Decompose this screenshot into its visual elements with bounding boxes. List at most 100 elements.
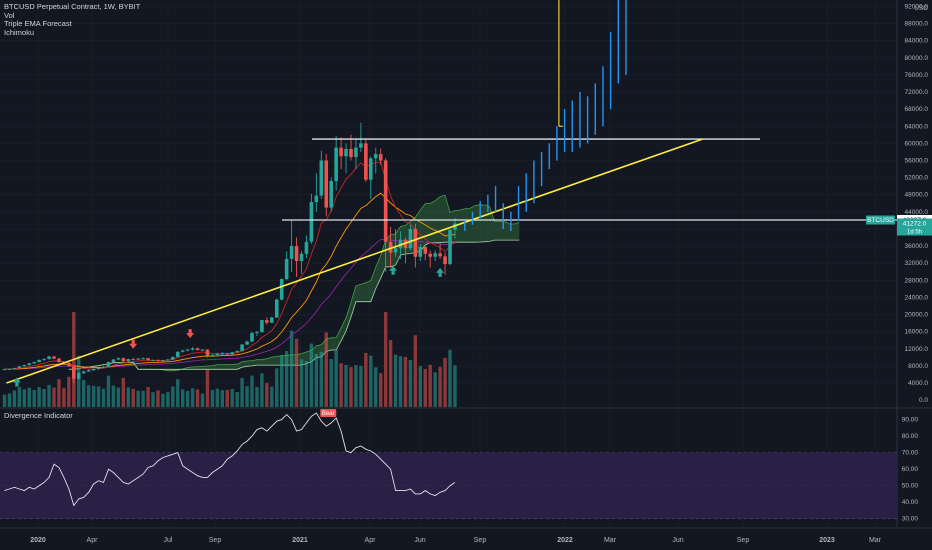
candle-body	[433, 253, 437, 257]
volume-bar	[359, 365, 363, 407]
cloud-segment	[227, 364, 233, 370]
divergence-indicator-label[interactable]: Divergence Indicator	[4, 411, 73, 420]
volume-bar	[284, 351, 289, 407]
candle-body	[354, 147, 358, 158]
candle-body	[22, 365, 27, 367]
cloud-segment	[489, 206, 495, 242]
volume-bar	[304, 361, 309, 407]
candle-body	[37, 359, 41, 363]
candle-body	[47, 356, 51, 360]
legend-vol[interactable]: Vol	[4, 10, 15, 20]
price-tick-label: 52000.0	[905, 175, 929, 182]
cloud-segment	[464, 208, 470, 243]
candle-body	[215, 353, 220, 355]
volume-bar	[126, 387, 130, 407]
divergence-indicator-pane[interactable]: Bear	[0, 409, 897, 520]
candle-body	[359, 143, 363, 148]
candle-body	[72, 366, 76, 379]
price-tick-label: 56000.0	[905, 157, 929, 164]
candle-body	[418, 246, 423, 257]
time-tick-label: Apr	[87, 537, 99, 544]
divergence-tick-label: 80.00	[902, 433, 919, 440]
volume-bar	[181, 389, 185, 407]
candle-body	[205, 349, 210, 357]
volume-bar	[52, 387, 56, 407]
volume-bars	[2, 312, 457, 407]
volume-bar	[240, 378, 244, 407]
volume-bar	[96, 386, 101, 407]
candle-body	[319, 160, 324, 196]
candle-body	[260, 320, 264, 333]
candle-body	[299, 253, 304, 262]
cloud-segment	[355, 284, 361, 302]
volume-bar	[294, 338, 299, 407]
price-tick-label: 16000.0	[905, 329, 929, 336]
volume-bar	[161, 393, 165, 407]
candle-body	[378, 154, 383, 161]
volume-bar	[77, 355, 81, 407]
volume-bar	[324, 332, 328, 407]
candle-body	[111, 359, 116, 363]
time-tick-label: 2020	[30, 537, 46, 544]
legend-title[interactable]: BTCUSD Perpetual Contract, 1W, BYBIT	[4, 2, 141, 11]
candle-body	[438, 253, 442, 257]
candle-body	[136, 358, 140, 360]
candle-body	[230, 352, 234, 355]
candles[interactable]	[2, 122, 457, 384]
cloud-segment	[232, 364, 238, 370]
volume-bar	[433, 372, 437, 407]
volume-bar	[235, 392, 239, 407]
candle-body	[190, 348, 195, 350]
rsi-line	[4, 412, 456, 507]
cloud-segment	[222, 364, 228, 370]
price-tick-label: 76000.0	[905, 72, 929, 79]
cloud-segment	[430, 200, 436, 243]
forecast-bars	[464, 0, 627, 232]
volume-bar	[388, 339, 393, 407]
candle-body	[106, 362, 111, 367]
candle-body	[210, 354, 215, 357]
volume-bar	[403, 356, 408, 407]
volume-bar	[344, 364, 348, 407]
legend-triple-ema[interactable]: Triple EMA Forecast	[4, 19, 72, 28]
candle-body	[12, 368, 17, 370]
volume-bar	[413, 335, 418, 407]
cloud-segment	[252, 359, 257, 366]
volume-bar	[418, 366, 422, 407]
cloud-segment	[336, 327, 342, 350]
volume-bar	[364, 352, 368, 407]
volume-bar	[280, 355, 284, 407]
horizontal-levels[interactable]	[6, 138, 897, 384]
price-tick-label: 88000.0	[905, 21, 929, 28]
time-tick-label: Mar	[869, 537, 882, 544]
ema-long	[4, 239, 455, 370]
candle-body	[42, 359, 46, 361]
volume-bar	[121, 377, 125, 407]
last-price-label: 41272.0	[903, 221, 927, 228]
cloud-segment	[504, 221, 510, 241]
candle-body	[225, 353, 230, 355]
cloud-span-b	[68, 239, 520, 370]
candle-body	[423, 246, 428, 254]
price-tick-label: 8000.0	[908, 363, 928, 370]
volume-bar	[205, 369, 210, 407]
time-axis[interactable]: 2020 Apr Jul Sep 2021 Apr Jun Sep 2022 Mar Jun Sep 2…	[0, 527, 932, 544]
cloud-segment	[425, 203, 431, 246]
legend-ichimoku[interactable]: Ichimoku	[4, 27, 35, 37]
volume-bar	[270, 386, 274, 407]
volume-bar	[255, 386, 259, 407]
volume-bar	[156, 390, 160, 407]
price-tick-label: 64000.0	[905, 123, 929, 130]
candle-body	[2, 369, 7, 371]
cloud-segment	[256, 359, 262, 366]
volume-bar	[37, 387, 41, 407]
cloud-segment	[494, 221, 500, 241]
candle-body	[141, 358, 145, 360]
candle-body	[161, 360, 165, 362]
chart-legend: BTCUSD Perpetual Contract, 1W, BYBIT Vol…	[4, 2, 141, 37]
cloud-segment	[454, 210, 460, 243]
candle-body	[274, 299, 279, 318]
divergence-axis[interactable]: 30.00 40.00 50.00 60.00 70.00 80.00 90.00	[902, 417, 919, 523]
volume-bar	[131, 388, 135, 407]
